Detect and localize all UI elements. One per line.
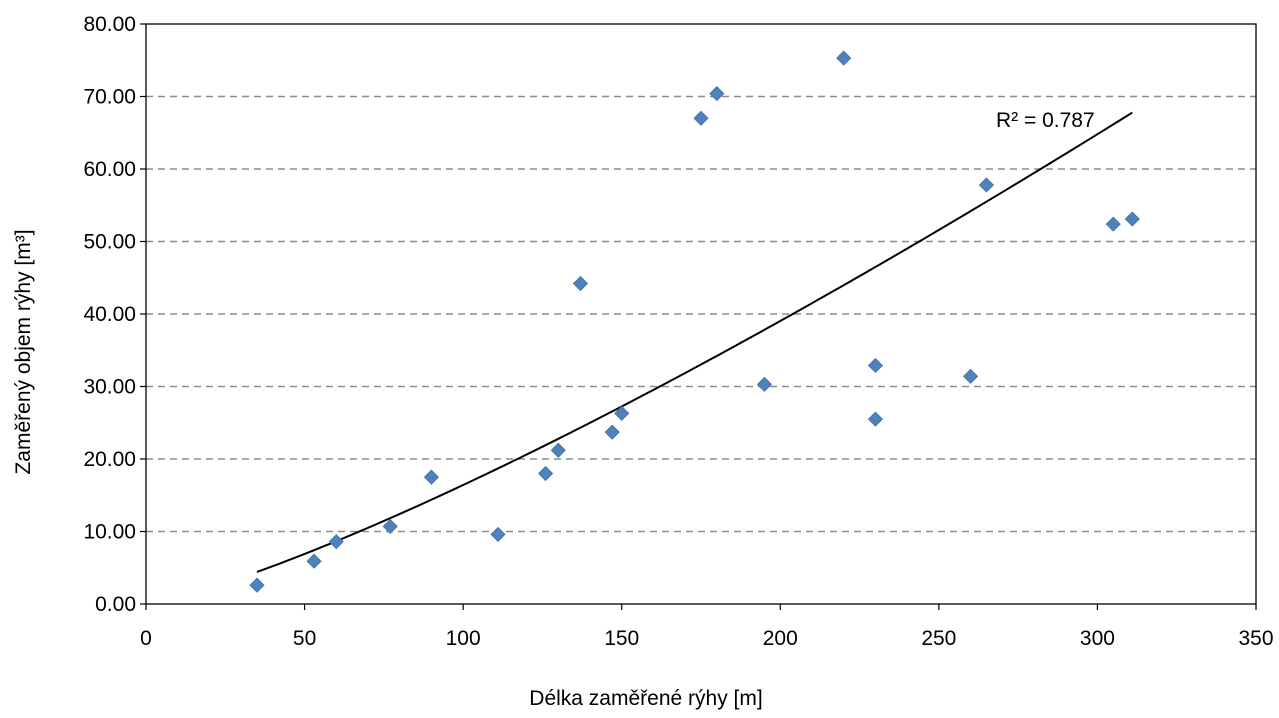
y-tick-label: 50.00 bbox=[83, 231, 136, 254]
data-point bbox=[538, 465, 554, 482]
y-tick-label: 20.00 bbox=[83, 448, 136, 471]
data-point bbox=[382, 518, 398, 534]
y-axis-title: Zaměřený objem rýhy [m³] bbox=[12, 229, 35, 474]
data-point bbox=[328, 534, 344, 550]
x-tick-label: 350 bbox=[1238, 627, 1273, 650]
x-tick-label: 300 bbox=[1080, 627, 1115, 650]
y-tick-label: 60.00 bbox=[83, 158, 136, 181]
data-point bbox=[978, 177, 994, 193]
y-tick-label: 40.00 bbox=[83, 303, 136, 326]
annotations: R² = 0.787 bbox=[996, 109, 1095, 132]
data-point bbox=[836, 50, 852, 66]
y-axis-ticks: 0.00 10.00 20.00 30.00 40.00 50.00 60.00 70.00 8… bbox=[83, 13, 146, 616]
x-tick-label: 250 bbox=[921, 627, 956, 650]
x-axis-title: Délka zaměřené rýhy [m] bbox=[529, 687, 762, 710]
data-point bbox=[490, 526, 506, 542]
data-point bbox=[756, 376, 772, 392]
gridlines bbox=[146, 95, 1256, 533]
data-point bbox=[867, 357, 883, 374]
data-point bbox=[693, 110, 709, 126]
x-tick-label: 50 bbox=[293, 627, 316, 650]
data-point bbox=[249, 577, 265, 593]
y-tick-label: 30.00 bbox=[83, 376, 136, 399]
x-tick-label: 150 bbox=[604, 627, 639, 650]
data-points bbox=[249, 50, 1140, 593]
x-tick-label: 200 bbox=[763, 627, 798, 650]
data-point bbox=[963, 368, 979, 384]
data-point bbox=[867, 411, 883, 427]
data-point bbox=[1124, 211, 1140, 227]
x-tick-label: 100 bbox=[446, 627, 481, 650]
data-point bbox=[306, 553, 322, 569]
y-tick-label: 80.00 bbox=[83, 13, 136, 36]
r-squared-label: R² = 0.787 bbox=[996, 109, 1095, 132]
y-tick-label: 10.00 bbox=[83, 521, 136, 544]
x-tick-label: 0 bbox=[140, 627, 152, 650]
data-point bbox=[423, 469, 439, 485]
data-point bbox=[550, 442, 566, 458]
y-tick-label: 70.00 bbox=[83, 86, 136, 109]
data-point bbox=[1105, 216, 1121, 232]
x-axis-ticks: 0 50 100 150 200 250 300 350 bbox=[140, 604, 1274, 650]
data-point bbox=[614, 405, 630, 421]
trendline bbox=[256, 111, 1133, 573]
data-point bbox=[572, 275, 589, 292]
data-point bbox=[709, 86, 725, 102]
trendline-group bbox=[256, 111, 1133, 573]
y-tick-label: 0.00 bbox=[95, 593, 136, 616]
data-point bbox=[604, 424, 620, 440]
